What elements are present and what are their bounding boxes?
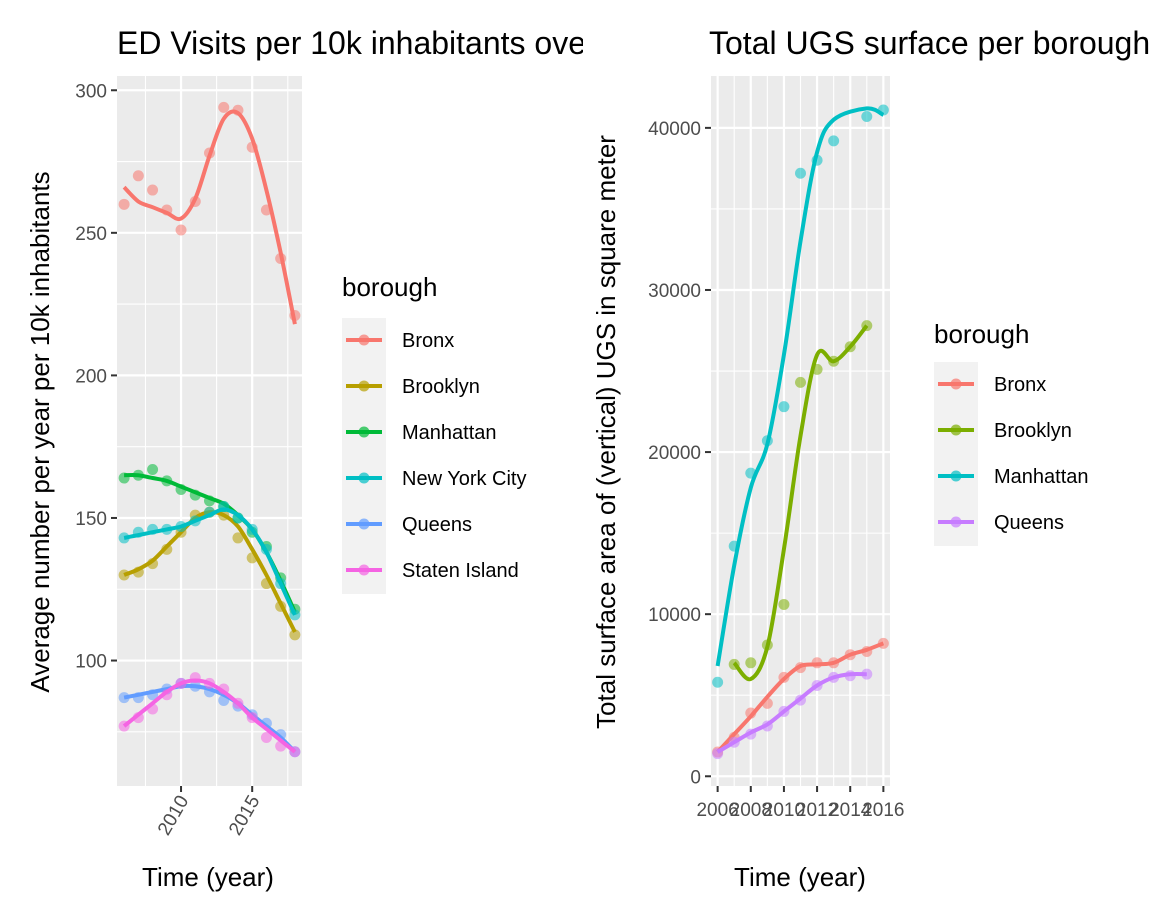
data-point (795, 376, 806, 388)
chart2-x-axis-title: Time (year) (734, 862, 866, 892)
trend-line (716, 671, 867, 754)
data-point (289, 629, 301, 641)
y-tick-label: 100 (75, 652, 107, 673)
legend-item-brooklyn: Brooklyn (346, 376, 480, 398)
data-point (712, 676, 724, 688)
legend-item-queens: Queens (938, 512, 1064, 534)
legend-label: Staten Island (402, 560, 519, 582)
chart2-y-axis-title: Total surface area of (vertical) UGS in … (591, 135, 621, 729)
legend-key-point (950, 470, 962, 482)
legend-item-bronx: Bronx (346, 330, 454, 352)
x-tick-label: 2010 (763, 800, 805, 821)
legend-key-background (342, 318, 386, 594)
series-bronx (118, 101, 301, 325)
chart2-legend-title: borough (934, 319, 1029, 349)
chart2-title: Total UGS surface per borough over time (709, 25, 1152, 61)
legend-item-new-york-city: New York City (346, 468, 527, 490)
data-point (795, 167, 806, 179)
legend-item-bronx: Bronx (938, 374, 1046, 396)
legend-label: Manhattan (994, 466, 1089, 488)
data-point (861, 111, 873, 123)
data-point (260, 732, 272, 744)
legend-item-manhattan: Manhattan (346, 422, 497, 444)
chart1-title: ED Visits per 10k inhabitants over time … (117, 25, 835, 61)
y-tick-label: 20000 (648, 443, 701, 464)
x-tick-label: 2006 (696, 800, 738, 821)
y-tick-label: 150 (75, 509, 107, 530)
y-tick-label: 40000 (648, 119, 701, 140)
legend-label: Queens (402, 514, 472, 536)
series-brooklyn (728, 320, 873, 682)
y-tick-label: 250 (75, 224, 107, 245)
trend-line (123, 683, 297, 754)
x-tick-label: 2014 (829, 800, 872, 821)
x-tick-label: 2008 (730, 800, 772, 821)
legend-label: Queens (994, 512, 1064, 534)
legend-label: Bronx (994, 374, 1046, 396)
x-tick-label: 2015 (225, 792, 264, 839)
data-point (745, 657, 757, 669)
chart1-data (118, 101, 301, 758)
legend-item-brooklyn: Brooklyn (938, 420, 1072, 442)
legend-key-point (358, 426, 370, 438)
legend-label: New York City (402, 468, 527, 490)
trend-line (123, 507, 297, 616)
legend-item-queens: Queens (346, 514, 472, 536)
trend-line (716, 641, 885, 754)
x-tick-label: 2016 (862, 800, 904, 821)
x-tick-label: 2012 (796, 800, 838, 821)
y-tick-label: 10000 (648, 605, 701, 626)
legend-label: Brooklyn (994, 420, 1072, 442)
legend-item-staten-island: Staten Island (346, 560, 519, 582)
data-point (132, 170, 144, 182)
y-tick-label: 200 (75, 366, 107, 387)
legend-key-point (358, 518, 370, 530)
legend-label: Manhattan (402, 422, 497, 444)
legend-key-point (950, 378, 962, 390)
series-queens (712, 668, 873, 760)
chart2-legend: Bronx Brooklyn Manhattan Queens (934, 362, 1089, 546)
trend-line (122, 109, 297, 325)
legend-label: Bronx (402, 330, 454, 352)
data-point (175, 224, 187, 236)
y-tick-label: 0 (690, 767, 701, 788)
chart2-axes: 0100002000030000400002006200820102012201… (648, 119, 904, 821)
data-point (147, 463, 159, 475)
series-new-york-city (118, 501, 301, 621)
data-point (232, 532, 244, 544)
legend-key-point (950, 424, 962, 436)
trend-line (715, 106, 885, 667)
data-point (118, 198, 130, 210)
data-point (218, 101, 230, 113)
legend-label: Brooklyn (402, 376, 480, 398)
legend-key-point (358, 334, 370, 346)
chart1-legend: Bronx Brooklyn Manhattan New York City Queen… (342, 318, 527, 594)
x-tick-label: 2010 (154, 792, 193, 839)
ugs-surface-chart: Total UGS surface per borough over time … (591, 25, 1152, 892)
chart1-gridlines (117, 76, 302, 786)
data-point (778, 598, 790, 610)
legend-key-point (358, 564, 370, 576)
trend-line (122, 678, 297, 754)
chart1-y-axis-title: Average number per year per 10k inhabita… (25, 171, 55, 692)
chart1-x-axis-title: Time (year) (142, 862, 274, 892)
data-point (828, 135, 840, 147)
legend-key-point (358, 472, 370, 484)
chart1-legend-title: borough (342, 272, 437, 302)
series-manhattan (712, 104, 889, 688)
chart1-plot-panel (117, 76, 302, 786)
trend-line (732, 324, 869, 682)
legend-key-point (950, 516, 962, 528)
data-point (778, 401, 790, 413)
legend-key-point (358, 380, 370, 392)
data-point (147, 184, 159, 196)
chart2-data (712, 104, 889, 760)
series-staten-island (118, 672, 301, 758)
y-tick-label: 30000 (648, 281, 701, 302)
y-tick-label: 300 (75, 81, 107, 102)
legend-item-manhattan: Manhattan (938, 466, 1089, 488)
legend-key-background (934, 362, 978, 546)
